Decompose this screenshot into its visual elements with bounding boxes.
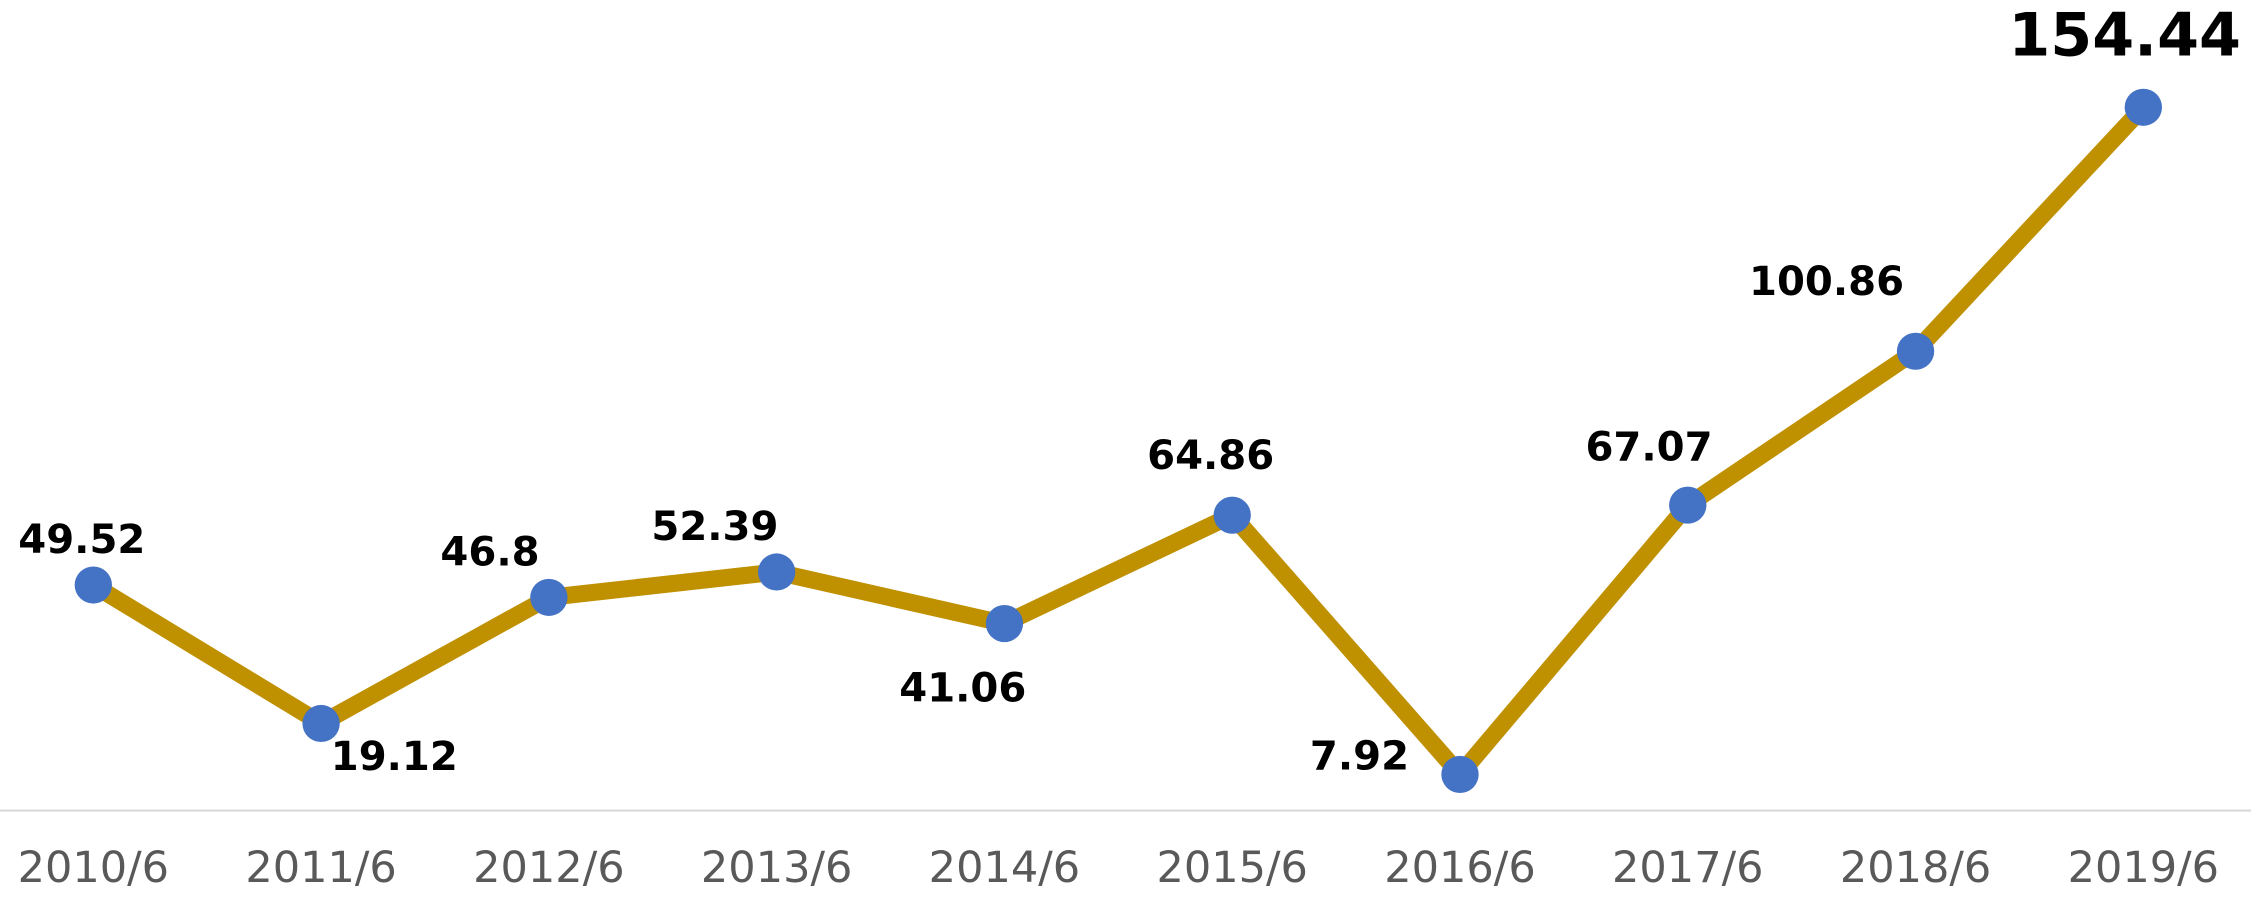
data-label: 154.44 [2008, 0, 2241, 70]
marker [757, 553, 796, 591]
data-label: 7.92 [1310, 734, 1409, 780]
data-label: 100.86 [1749, 259, 1904, 305]
x-tick-label: 2013/6 [701, 843, 852, 893]
marker [1896, 332, 1935, 370]
marker [530, 578, 568, 616]
x-tick-label: 2015/6 [1156, 843, 1307, 893]
x-tick-label: 2018/6 [1840, 843, 1991, 893]
x-tick-label: 2010/6 [18, 843, 169, 893]
data-label: 49.52 [18, 517, 145, 563]
data-label: 46.8 [440, 530, 539, 576]
marker [1213, 496, 1251, 534]
x-tick-label: 2012/6 [473, 843, 624, 893]
data-label: 19.12 [331, 734, 458, 780]
x-tick-label: 2017/6 [1612, 843, 1763, 893]
x-tick-label: 2011/6 [245, 843, 396, 893]
marker [985, 605, 1024, 643]
x-tick-label: 2019/6 [2068, 843, 2219, 893]
x-tick-label: 2014/6 [929, 843, 1080, 893]
line [88, 101, 2150, 784]
marker [302, 704, 340, 743]
data-label: 64.86 [1147, 433, 1274, 479]
data-label: 41.06 [899, 666, 1026, 712]
data-label: 52.39 [651, 504, 778, 550]
x-tick-label: 2016/6 [1384, 843, 1535, 893]
marker [2124, 88, 2162, 126]
marker [74, 566, 112, 604]
data-label: 67.07 [1585, 425, 1712, 471]
marker [1669, 486, 1707, 524]
marker [1441, 755, 1479, 794]
